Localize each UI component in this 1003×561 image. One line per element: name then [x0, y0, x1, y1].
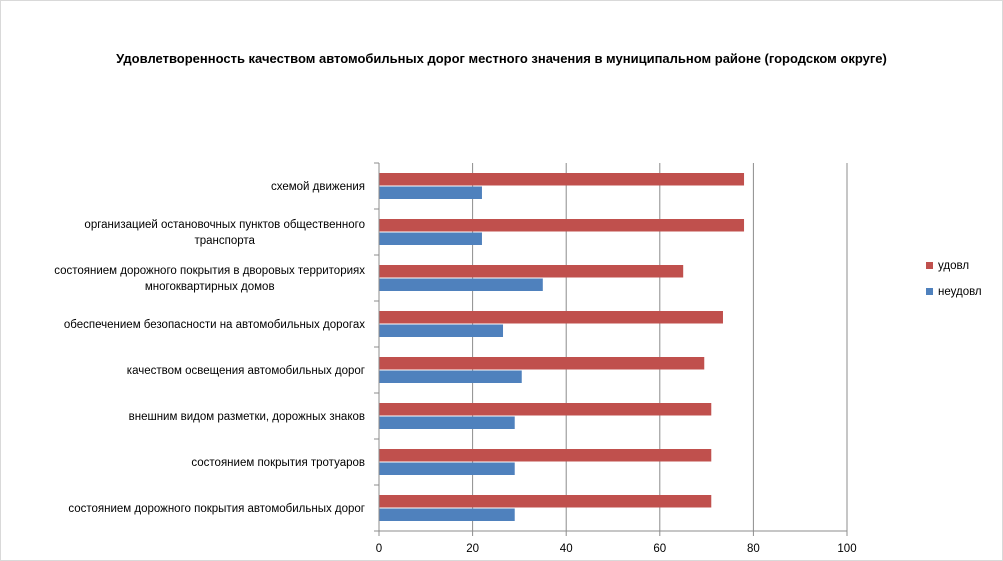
bar-neudovl: [379, 186, 482, 199]
category-label: внешним видом разметки, дорожных знаков: [129, 411, 365, 423]
bars: [379, 173, 745, 521]
gridlines: [472, 163, 848, 531]
bar-udovl: [379, 495, 712, 508]
bar-neudovl: [379, 416, 515, 429]
bar-udovl: [379, 219, 745, 232]
category-label: состоянием дорожного покрытия в дворовых…: [54, 265, 365, 277]
category-label: обеспечением безопасности на автомобильн…: [64, 319, 365, 331]
bar-udovl: [379, 311, 723, 324]
bar-neudovl: [379, 232, 482, 245]
bar-udovl: [379, 403, 712, 416]
legend-swatch: [926, 262, 933, 269]
bar-neudovl: [379, 370, 522, 383]
category-label: многоквартирных домов: [145, 281, 275, 293]
category-label: качеством освещения автомобильных дорог: [127, 365, 365, 377]
bar-neudovl: [379, 278, 543, 291]
chart-title: Удовлетворенность качеством автомобильны…: [116, 51, 887, 66]
x-tick-label: 20: [466, 543, 479, 555]
x-tick-label: 100: [837, 543, 856, 555]
x-tick-label: 0: [376, 543, 382, 555]
category-label: схемой движения: [271, 181, 365, 193]
category-label: транспорта: [194, 235, 255, 247]
legend-item[interactable]: удовл: [926, 260, 969, 272]
bar-udovl: [379, 265, 684, 278]
legend[interactable]: удовл неудовл: [926, 260, 982, 298]
axes: [374, 162, 848, 536]
bar-neudovl: [379, 508, 515, 521]
bar-udovl: [379, 357, 705, 370]
x-tick-label: 60: [653, 543, 666, 555]
legend-label: неудовл: [938, 286, 982, 298]
category-label: состоянием покрытия тротуаров: [191, 457, 365, 469]
tick-labels: 0 20 40 60 80 100: [376, 543, 857, 555]
bar-neudovl: [379, 324, 504, 337]
category-label: состоянием дорожного покрытия автомобиль…: [68, 503, 365, 515]
x-tick-label: 80: [747, 543, 760, 555]
bar-udovl: [379, 173, 745, 186]
legend-swatch: [926, 288, 933, 295]
x-tick-label: 40: [560, 543, 573, 555]
bar-neudovl: [379, 462, 515, 475]
category-label: организацией остановочных пунктов общест…: [84, 219, 365, 231]
category-labels: схемой движения организацией остановочных…: [54, 181, 365, 515]
legend-item[interactable]: неудовл: [926, 286, 982, 298]
legend-label: удовл: [938, 260, 969, 272]
bar-udovl: [379, 449, 712, 462]
